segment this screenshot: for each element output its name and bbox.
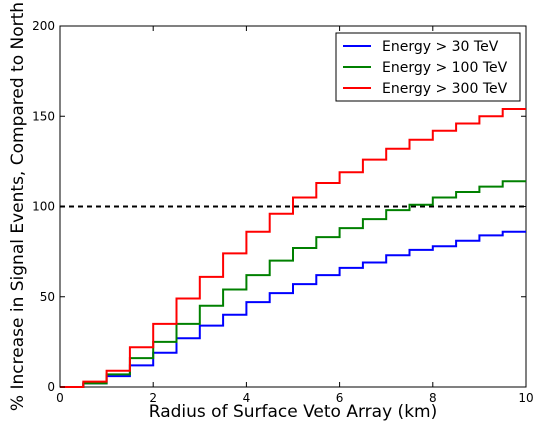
y-tick-label: 200 <box>32 19 55 33</box>
x-axis-label: Radius of Surface Veto Array (km) <box>149 402 437 422</box>
x-tick-label: 2 <box>149 391 157 405</box>
legend-label-1: Energy > 30 TeV <box>382 39 499 55</box>
series-line-1 <box>60 230 526 388</box>
x-tick-label: 4 <box>243 391 251 405</box>
y-tick-label: 100 <box>32 200 55 214</box>
y-tick-label: 0 <box>47 380 55 394</box>
legend-label-3: Energy > 300 TeV <box>382 81 508 97</box>
legend: Energy > 30 TeV Energy > 100 TeV Energy > … <box>335 32 521 102</box>
y-tick-label: 50 <box>40 290 55 304</box>
series-line-3 <box>60 108 526 388</box>
x-tick-label: 10 <box>518 391 533 405</box>
x-tick-label: 8 <box>429 391 437 405</box>
y-tick-label: 150 <box>32 109 55 123</box>
series-line-2 <box>60 180 526 388</box>
x-tick-label: 0 <box>56 391 64 405</box>
legend-label-2: Energy > 100 TeV <box>382 60 508 76</box>
x-tick-label: 6 <box>336 391 344 405</box>
y-axis-label: % Increase in Signal Events, Compared to… <box>8 2 28 411</box>
